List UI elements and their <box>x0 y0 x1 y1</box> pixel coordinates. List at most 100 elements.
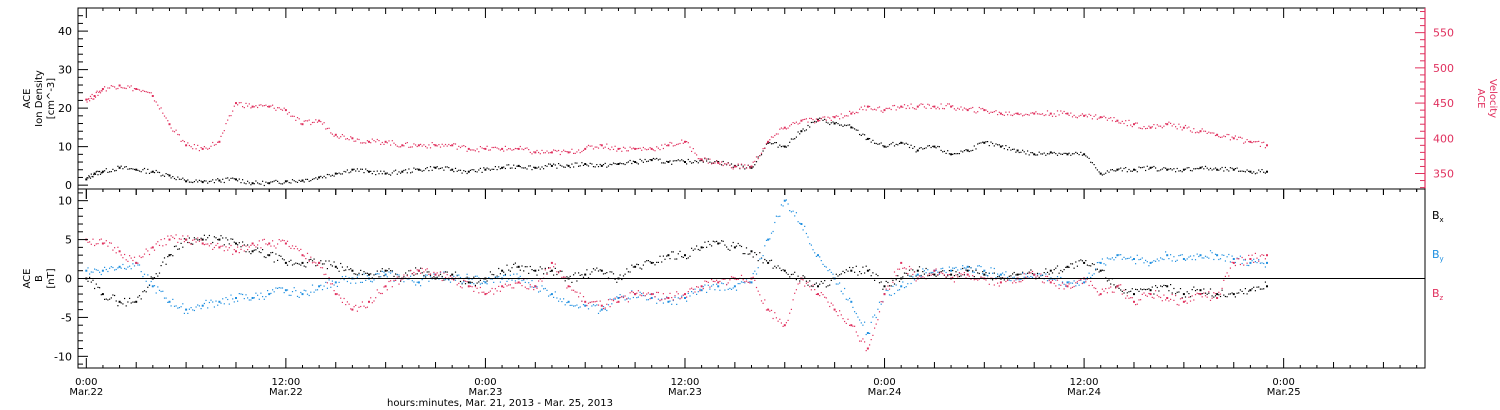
data-point <box>400 279 402 281</box>
data-point <box>880 110 882 112</box>
data-point <box>1066 112 1069 115</box>
data-point <box>1158 170 1160 172</box>
data-point <box>903 104 906 106</box>
data-point <box>1075 282 1077 284</box>
data-point <box>1264 281 1266 283</box>
data-point <box>416 281 418 283</box>
data-point <box>611 299 613 301</box>
data-point <box>1066 265 1069 268</box>
data-point <box>1126 295 1128 297</box>
data-point <box>514 147 516 150</box>
left-tick-label: 30 <box>58 64 72 77</box>
data-point <box>1198 255 1200 258</box>
data-point <box>218 140 221 143</box>
data-point <box>373 274 375 276</box>
data-point <box>147 91 149 93</box>
data-point <box>1221 166 1223 169</box>
data-point <box>840 273 842 275</box>
data-point <box>1071 286 1074 288</box>
data-point <box>676 303 678 305</box>
data-point <box>1241 262 1243 265</box>
x-tick-date: Mar.24 <box>1067 387 1101 398</box>
data-point <box>439 273 442 275</box>
data-point <box>145 172 147 174</box>
data-point <box>1003 274 1005 276</box>
data-point <box>220 302 222 304</box>
data-point <box>606 303 608 305</box>
data-point <box>757 158 759 160</box>
data-point <box>1259 262 1261 264</box>
data-point <box>1201 293 1203 295</box>
data-point <box>992 272 994 274</box>
data-point <box>804 130 806 132</box>
data-point <box>927 269 929 271</box>
data-point <box>1236 167 1238 169</box>
data-point <box>1096 268 1098 270</box>
data-point <box>1228 134 1230 136</box>
data-point <box>1186 127 1188 129</box>
data-point <box>724 163 726 165</box>
data-point <box>237 300 239 302</box>
data-point <box>235 297 237 299</box>
data-point <box>940 149 942 151</box>
data-point <box>594 269 596 271</box>
data-point <box>426 167 428 169</box>
data-point <box>1171 169 1173 171</box>
data-point <box>712 284 714 286</box>
data-point <box>1016 273 1019 276</box>
data-point <box>200 308 202 310</box>
data-point <box>1229 261 1231 263</box>
data-point <box>937 145 939 148</box>
data-point <box>546 165 548 167</box>
data-point <box>1191 289 1193 291</box>
data-point <box>1053 278 1055 280</box>
x-axis: 0:00Mar.2212:00Mar.220:00Mar.2312:00Mar.… <box>69 8 1418 409</box>
data-point <box>426 274 428 276</box>
data-point <box>1246 139 1248 141</box>
data-point <box>476 148 478 150</box>
data-point <box>1178 255 1180 257</box>
data-point <box>151 170 154 173</box>
data-point <box>336 136 338 138</box>
data-point <box>155 243 157 245</box>
data-point <box>284 180 287 183</box>
data-point <box>429 273 432 275</box>
data-point <box>582 296 585 298</box>
data-point <box>333 290 335 292</box>
data-point <box>358 138 360 141</box>
data-point <box>624 299 626 301</box>
data-point <box>1241 256 1243 259</box>
data-point <box>376 170 378 172</box>
data-point <box>686 258 688 260</box>
data-point <box>100 294 102 296</box>
data-point <box>1166 123 1169 126</box>
data-point <box>1060 284 1062 286</box>
data-point <box>517 147 520 150</box>
data-point <box>783 199 786 202</box>
data-point <box>1216 297 1219 299</box>
data-point <box>659 299 661 301</box>
x-tick-date: Mar.23 <box>668 387 702 398</box>
data-point <box>1010 149 1012 151</box>
data-point <box>1046 271 1049 273</box>
data-point <box>777 215 779 218</box>
data-point <box>755 273 758 275</box>
data-point <box>125 259 127 261</box>
data-point <box>596 267 598 269</box>
data-point <box>247 180 249 182</box>
data-point <box>253 106 255 108</box>
data-point <box>1221 287 1223 289</box>
data-point <box>747 253 749 255</box>
data-point <box>897 106 899 108</box>
data-point <box>937 271 939 273</box>
data-point <box>350 282 352 284</box>
data-point <box>726 163 728 165</box>
data-point <box>1263 262 1265 265</box>
data-point <box>833 122 836 125</box>
data-point <box>774 142 776 144</box>
data-point <box>636 263 638 265</box>
data-point <box>839 282 841 284</box>
data-point <box>644 148 646 150</box>
data-point <box>390 270 392 272</box>
data-point <box>765 142 768 145</box>
